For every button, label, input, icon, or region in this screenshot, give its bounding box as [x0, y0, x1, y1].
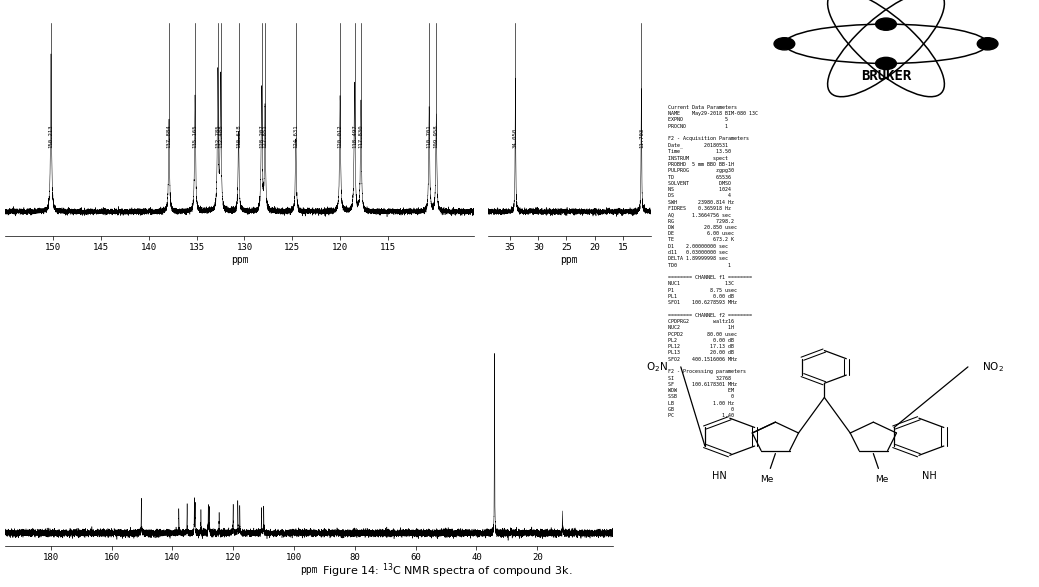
Text: 135.165: 135.165 [192, 124, 197, 148]
Circle shape [978, 38, 998, 50]
Text: 150.213: 150.213 [49, 124, 54, 148]
Text: HN: HN [713, 471, 727, 481]
Text: 128.207: 128.207 [259, 124, 264, 148]
X-axis label: ppm: ppm [560, 255, 578, 265]
Text: 118.497: 118.497 [352, 124, 357, 148]
Text: NO$_2$: NO$_2$ [982, 360, 1005, 374]
Text: 137.884: 137.884 [166, 124, 171, 148]
Text: BRUKER: BRUKER [861, 69, 911, 83]
Text: 127.851: 127.851 [263, 124, 267, 148]
Text: Me: Me [761, 475, 774, 484]
Text: 124.631: 124.631 [293, 124, 298, 148]
Text: 120.012: 120.012 [338, 124, 343, 148]
Text: Me: Me [875, 475, 888, 484]
Text: 130.618: 130.618 [236, 124, 241, 148]
Circle shape [876, 58, 897, 70]
Text: 132.488: 132.488 [218, 124, 223, 148]
Text: 110.701: 110.701 [427, 124, 431, 148]
Text: Figure 14: $^{13}$C NMR spectra of compound 3k.: Figure 14: $^{13}$C NMR spectra of compo… [322, 561, 571, 580]
X-axis label: ppm: ppm [300, 565, 318, 575]
Text: 34.050: 34.050 [513, 128, 517, 148]
Text: 109.958: 109.958 [434, 124, 438, 148]
Circle shape [876, 18, 897, 31]
Text: Current Data Parameters
NAME    May29-2018 BIM-080 13C
EXPNO              5
PROC: Current Data Parameters NAME May29-2018 … [668, 105, 758, 419]
Text: 11.703: 11.703 [639, 128, 644, 148]
Text: 132.785: 132.785 [215, 124, 220, 148]
Text: O$_2$N: O$_2$N [646, 360, 668, 374]
Circle shape [774, 38, 795, 50]
X-axis label: ppm: ppm [231, 255, 248, 265]
Text: 117.830: 117.830 [358, 124, 364, 148]
Text: NH: NH [922, 471, 936, 481]
